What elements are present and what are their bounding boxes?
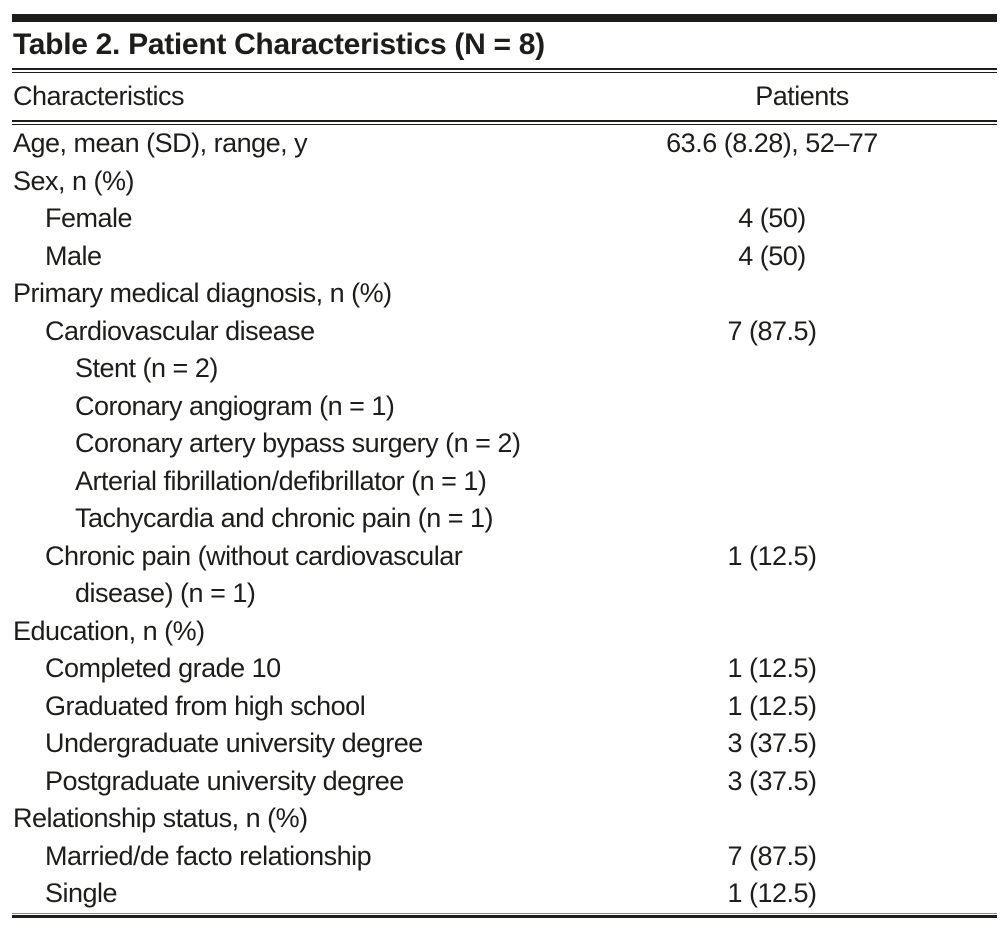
row-value [617, 613, 997, 651]
row-label: Tachycardia and chronic pain (n = 1) [75, 503, 494, 533]
row-value [617, 425, 997, 463]
table-row: Postgraduate university degree 3 (37.5) [12, 763, 997, 801]
table-row: Chronic pain (without cardiovascular 1 (1… [12, 538, 997, 576]
row-value: 1 (12.5) [727, 690, 817, 721]
row-value [617, 500, 997, 538]
table-row: Graduated from high school 1 (12.5) [12, 688, 997, 726]
table-row: Stent (n = 2) [12, 350, 997, 388]
row-label: Completed grade 10 [45, 653, 281, 683]
table-row: Coronary angiogram (n = 1) [12, 388, 997, 426]
row-label: disease) (n = 1) [75, 578, 256, 608]
row-value [617, 388, 997, 426]
row-value: 7 (87.5) [727, 315, 817, 346]
row-value: 4 (50) [738, 203, 806, 233]
row-value: 63.6 (8.28), 52–77 [666, 128, 878, 158]
row-value: 3 (37.5) [727, 728, 817, 758]
row-label: Primary medical diagnosis, n (%) [13, 278, 392, 308]
row-label: Married/de facto relationship [45, 840, 372, 871]
row-label: Graduated from high school [45, 690, 366, 721]
table-row: Married/de facto relationship 7 (87.5) [12, 838, 997, 876]
row-label: Education, n (%) [13, 615, 205, 646]
row-label: Single [45, 878, 118, 908]
table-top-bar-rule [12, 14, 997, 22]
row-label: Coronary angiogram (n = 1) [75, 390, 395, 421]
table-header-row: Characteristics Patients [12, 73, 997, 120]
table-row: Tachycardia and chronic pain (n = 1) [12, 500, 997, 538]
row-label: Male [45, 240, 102, 271]
column-header-patients: Patients [755, 81, 849, 111]
row-value: 4 (50) [738, 240, 806, 271]
row-label: Age, mean (SD), range, y [13, 128, 308, 158]
row-label: Sex, n (%) [13, 165, 135, 196]
table-row: Relationship status, n (%) [12, 800, 997, 838]
title-separator-rule [12, 68, 997, 73]
table-row: Primary medical diagnosis, n (%) [12, 275, 997, 313]
table-title: Table 2. Patient Characteristics (N = 8) [13, 28, 545, 61]
table-row: Coronary artery bypass surgery (n = 2) [12, 425, 997, 463]
row-label: Postgraduate university degree [45, 765, 404, 796]
table-row: Cardiovascular disease 7 (87.5) [12, 313, 997, 351]
row-value [617, 463, 997, 501]
table-row: Age, mean (SD), range, y 63.6 (8.28), 52–… [12, 125, 997, 163]
row-label: Female [45, 203, 133, 233]
row-value: 7 (87.5) [727, 840, 817, 871]
table-row: Undergraduate university degree 3 (37.5) [12, 725, 997, 763]
table-row: Arterial fibrillation/defibrillator (n =… [12, 463, 997, 501]
row-label: Relationship status, n (%) [13, 803, 308, 833]
table-row: Education, n (%) [12, 613, 997, 651]
table-row: Sex, n (%) [12, 163, 997, 201]
table-body: Age, mean (SD), range, y 63.6 (8.28), 52–… [12, 125, 997, 913]
row-value [617, 350, 997, 388]
table-row: disease) (n = 1) [12, 575, 997, 613]
row-value [617, 163, 997, 201]
row-label: Coronary artery bypass surgery (n = 2) [75, 428, 521, 458]
row-label: Cardiovascular disease [45, 315, 315, 346]
header-separator-rule [12, 120, 997, 125]
row-value: 1 (12.5) [727, 653, 817, 683]
row-value [617, 800, 997, 838]
row-value: 1 (12.5) [727, 878, 817, 908]
table-row: Single 1 (12.5) [12, 875, 997, 913]
table-bottom-rule [12, 912, 997, 918]
row-label: Stent (n = 2) [75, 353, 218, 383]
table-row: Female 4 (50) [12, 200, 997, 238]
row-label: Undergraduate university degree [45, 728, 423, 758]
row-value [617, 575, 997, 613]
row-value [617, 275, 997, 313]
table-row: Completed grade 10 1 (12.5) [12, 650, 997, 688]
row-value: 3 (37.5) [727, 765, 817, 796]
row-value: 1 (12.5) [727, 540, 817, 571]
table-row: Male 4 (50) [12, 238, 997, 276]
row-label: Chronic pain (without cardiovascular [45, 540, 463, 571]
column-header-characteristics: Characteristics [13, 81, 185, 111]
row-label: Arterial fibrillation/defibrillator (n =… [75, 465, 487, 496]
